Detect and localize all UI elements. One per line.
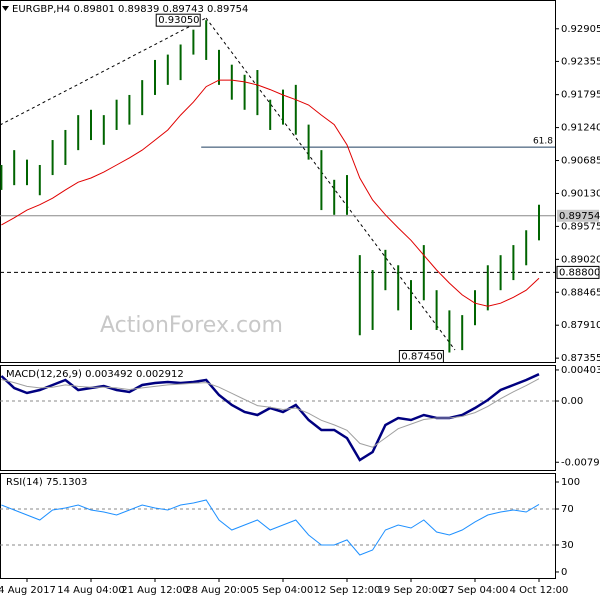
level-label: 0.88800 — [559, 267, 600, 278]
x-tick-label: 28 Aug 20:00 — [185, 585, 252, 596]
x-tick-label: 5 Sep 04:00 — [253, 585, 313, 596]
x-tick-label: 27 Sep 04:00 — [442, 585, 509, 596]
x-tick-label: 19 Sep 20:00 — [378, 585, 445, 596]
y-tick-label: 0.89020 — [561, 254, 600, 265]
panel-title: MACD(12,26,9) 0.003492 0.002912 — [6, 369, 184, 380]
y-tick-label: 0.90685 — [561, 156, 600, 167]
annotation-box — [398, 350, 444, 364]
x-tick-label: 14 Aug 04:00 — [57, 585, 124, 596]
y-tick-label: 0.91240 — [561, 123, 600, 134]
panel-frame — [0, 473, 556, 579]
annotation-label: 0.87450 — [401, 352, 442, 363]
y-tick-label: 0.90130 — [561, 188, 600, 199]
y-tick-label: 70 — [561, 504, 574, 515]
y-tick-label: -0.007954 — [561, 457, 600, 468]
y-tick-label: 0.92905 — [561, 24, 600, 35]
y-tick-label: 0.88465 — [561, 287, 600, 298]
moving-average — [1, 79, 540, 307]
level-label-box — [556, 265, 600, 279]
y-tick-label: 0.87910 — [561, 320, 600, 331]
y-tick-label: 100 — [561, 477, 580, 488]
x-tick-label: 12 Sep 12:00 — [314, 585, 381, 596]
annotation-label: 0.93050 — [158, 15, 199, 26]
fib-label: 61.8 — [533, 137, 553, 147]
level-label: 0.89754 — [559, 211, 600, 222]
trend-line — [0, 17, 207, 126]
y-tick-label: 0.87355 — [561, 353, 600, 364]
y-tick-label: 0.004037 — [561, 365, 600, 376]
x-tick-label: 21 Aug 12:00 — [121, 585, 188, 596]
panel-title: RSI(14) 75.1303 — [6, 477, 87, 488]
line — [1, 499, 540, 556]
y-tick-label: 30 — [561, 540, 574, 551]
y-tick-label: 0.92355 — [561, 56, 600, 67]
y-tick-label: 0.91795 — [561, 90, 600, 101]
x-tick-label: 4 Aug 2017 — [0, 585, 56, 596]
y-tick-label: 0.00 — [561, 396, 583, 407]
y-tick-label: 0.89575 — [561, 221, 600, 232]
panel-frame — [0, 365, 556, 471]
watermark: ActionForex.com — [100, 313, 283, 338]
x-tick-label: 4 Oct 12:00 — [510, 585, 569, 596]
annotation-box — [155, 13, 201, 27]
title-icon — [2, 6, 9, 11]
line — [1, 378, 540, 448]
level-label-box — [557, 209, 599, 222]
y-tick-label: 0 — [561, 567, 567, 578]
panel-title: EURGBP,H4 0.89801 0.89839 0.89743 0.8975… — [12, 4, 248, 15]
